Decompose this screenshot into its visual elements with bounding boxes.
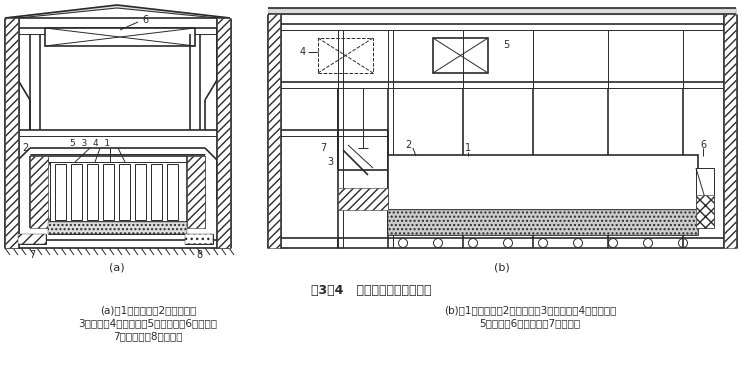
Text: 7: 7 [320,143,326,153]
Bar [30,162,50,222]
Text: (a)：1－制冰池；2－蒸发器；: (a)：1－制冰池；2－蒸发器； [100,305,196,315]
Bar [103,164,114,220]
Text: 5  3  4  1: 5 3 4 1 [70,138,110,147]
Bar [135,164,146,220]
Bar [388,155,698,235]
Bar [724,14,736,248]
Bar [696,195,714,228]
Text: 图3－4   制冰间纵剖面和横断面: 图3－4 制冰间纵剖面和横断面 [310,284,431,296]
Bar [151,164,162,220]
Bar [30,156,48,228]
Text: 4: 4 [300,47,306,57]
Text: 6: 6 [142,15,148,25]
Bar [388,210,698,235]
Text: 2: 2 [405,140,411,150]
Text: (b)：1－制冰池；2－融冰池；3－倒冰架；4－注水器；: (b)：1－制冰池；2－融冰池；3－倒冰架；4－注水器； [444,305,617,315]
Bar [217,18,230,248]
Text: 8: 8 [196,250,202,260]
Bar [185,234,213,244]
Text: 7－通风管；8－排水沟: 7－通风管；8－排水沟 [113,331,183,341]
Text: 6: 6 [700,140,706,150]
Bar [18,234,46,244]
Text: 5－吊车；6－搅拌器；7－滑冰台: 5－吊车；6－搅拌器；7－滑冰台 [479,318,580,328]
Bar [5,18,18,248]
Bar [338,188,388,210]
Bar [318,38,373,73]
Text: 3－冰桶；4－冰桶架；5－起吊钩；6－吊车；: 3－冰桶；4－冰桶架；5－起吊钩；6－吊车； [79,318,218,328]
Bar [167,164,178,220]
Bar [268,14,280,248]
Text: (b): (b) [494,263,510,273]
Bar [45,28,195,46]
Bar [119,164,130,220]
Bar [696,168,714,228]
Bar [433,38,488,73]
Bar [48,222,187,234]
Bar [71,164,82,220]
Polygon shape [268,8,736,14]
Bar [185,234,213,244]
Text: 3: 3 [327,157,333,167]
Bar [55,164,66,220]
Bar [87,164,98,220]
Text: 2: 2 [22,143,28,153]
Text: (a): (a) [109,263,124,273]
Text: 7: 7 [29,250,35,260]
Text: 1: 1 [465,143,471,153]
Bar [18,234,46,244]
Bar [187,156,205,228]
Text: 5: 5 [503,40,509,50]
Polygon shape [5,5,230,18]
